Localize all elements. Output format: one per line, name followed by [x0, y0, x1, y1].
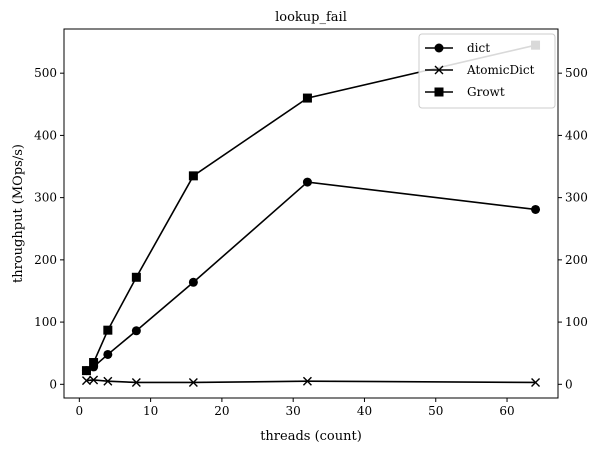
y-tick-label-right: 400	[565, 128, 588, 142]
y-tick-label-right: 200	[565, 253, 588, 267]
data-point-atomicdict	[103, 376, 113, 386]
y-tick-label-left: 500	[34, 66, 57, 80]
x-tick-label: 30	[286, 404, 301, 418]
x-axis-title: threads (count)	[260, 429, 362, 444]
x-tick-label: 10	[143, 404, 158, 418]
data-point-growt	[131, 272, 141, 282]
x-tick-label: 20	[214, 404, 229, 418]
data-point-atomicdict	[302, 376, 312, 386]
data-point-atomicdict	[89, 375, 99, 385]
data-point-dict	[131, 326, 141, 336]
y-tick-label-right: 100	[565, 315, 588, 329]
y-axis-title: throughput (MOps/s)	[11, 144, 26, 283]
chart-title: lookup_fail	[275, 10, 347, 25]
plot-frame	[63, 28, 559, 399]
data-point-atomicdict	[81, 376, 91, 386]
data-point-growt	[81, 366, 91, 376]
x-tick-label: 50	[428, 404, 443, 418]
x-tick-label: 60	[499, 404, 514, 418]
y-tick-label-right: 300	[565, 191, 588, 205]
data-point-dict	[302, 177, 312, 187]
y-tick-label-left: 200	[34, 253, 57, 267]
data-point-atomicdict	[531, 377, 541, 387]
y-tick-label-left: 100	[34, 315, 57, 329]
x-tick-label: 0	[76, 404, 84, 418]
data-point-dict	[531, 204, 541, 214]
y-tick-label-right: 500	[565, 66, 588, 80]
data-point-growt	[89, 358, 99, 368]
y-tick-label-right: 0	[565, 377, 573, 391]
data-point-growt	[103, 325, 113, 335]
data-point-dict	[103, 349, 113, 359]
legend-marker-dict	[434, 43, 444, 53]
legend-label-atomicdict: AtomicDict	[466, 63, 535, 77]
legend-box	[418, 33, 556, 109]
y-tick-label-left: 300	[34, 191, 57, 205]
data-point-dict	[188, 277, 198, 287]
y-tick-label-left: 400	[34, 128, 57, 142]
legend-label-dict: dict	[467, 41, 490, 55]
legend-label-growt: Growt	[467, 85, 505, 99]
data-point-growt	[188, 171, 198, 181]
series-line-dict	[86, 181, 536, 372]
y-tick-label-left: 0	[49, 377, 57, 391]
data-point-growt	[302, 93, 312, 103]
data-point-atomicdict	[188, 377, 198, 387]
legend-marker-atomicdict	[434, 65, 444, 75]
x-tick-label: 40	[357, 404, 372, 418]
legend-marker-growt	[434, 87, 444, 97]
data-point-atomicdict	[131, 377, 141, 387]
series-line-atomicdict	[86, 379, 536, 384]
